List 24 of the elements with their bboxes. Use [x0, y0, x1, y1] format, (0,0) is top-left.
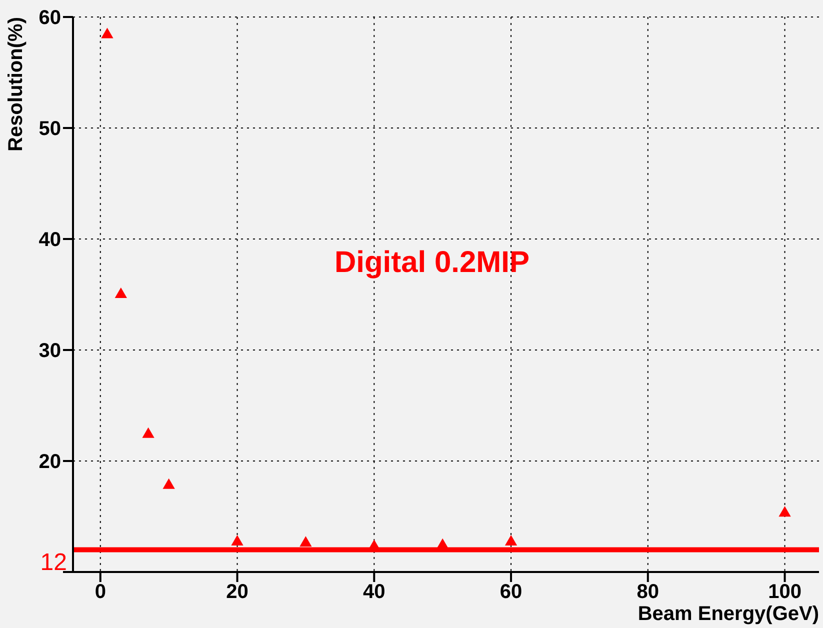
point [114, 287, 127, 298]
x-tick-label: 20 [226, 581, 248, 604]
x-tick-label: 100 [768, 581, 802, 604]
y-tick-label: 40 [38, 229, 61, 252]
y-tick-label: 20 [38, 451, 61, 474]
y-axis-title: Resolution(%) [5, 17, 27, 152]
x-tick-label: 0 [94, 581, 106, 604]
y-tick-label: 60 [38, 7, 61, 30]
y-tick-label: 50 [38, 118, 61, 140]
point [436, 538, 449, 549]
x-tick-label: 80 [636, 581, 660, 604]
x-tick-label: 40 [363, 581, 386, 604]
ref-line-label: 12 [40, 548, 67, 576]
point [300, 536, 312, 547]
point [162, 478, 175, 489]
x-tick-label: 60 [500, 581, 522, 604]
point [142, 427, 154, 438]
x-axis-title: Beam Energy(GeV) [638, 603, 819, 625]
point [101, 28, 114, 38]
annotation: Digital 0.2MIP [334, 246, 530, 279]
point [778, 506, 791, 517]
point [504, 535, 518, 546]
y-tick-label: 30 [38, 340, 61, 362]
point [231, 535, 244, 546]
